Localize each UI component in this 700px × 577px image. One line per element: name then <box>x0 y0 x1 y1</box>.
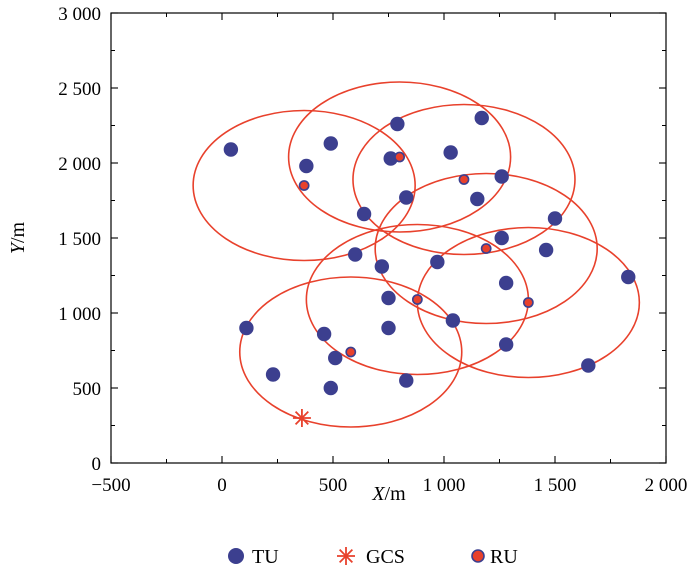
tu-point <box>356 206 372 222</box>
gcs-stroke <box>294 410 309 426</box>
coverage-circle <box>287 81 512 233</box>
tu-point <box>299 158 314 174</box>
tu-point <box>381 320 396 336</box>
tu-point <box>323 136 338 151</box>
tu-point <box>374 259 390 274</box>
coverage-circle <box>374 172 598 325</box>
legend-label-ru: RU <box>490 546 518 568</box>
legend-marker-tu <box>228 548 244 564</box>
ru-point <box>345 346 357 358</box>
tu-point <box>547 211 563 226</box>
tu-point <box>498 275 514 291</box>
tu-point <box>621 269 636 285</box>
plot-content <box>192 81 641 428</box>
y-tick-label: 1 000 <box>58 304 101 325</box>
legend-marker-ru <box>471 549 485 563</box>
y-axis-label-var: Y <box>7 241 29 254</box>
ru-point <box>480 243 492 254</box>
legend-marker-gcs <box>337 547 355 565</box>
tu-point <box>223 142 239 157</box>
tu-point <box>239 320 254 336</box>
tu-point <box>328 350 343 366</box>
ru-point <box>458 174 470 185</box>
ru-point <box>298 180 310 191</box>
y-tick-label: 2 500 <box>58 79 101 100</box>
tu-point <box>430 254 445 270</box>
x-axis-label-unit: /m <box>385 483 407 505</box>
y-tick-label: 500 <box>73 379 102 400</box>
x-tick-label: 0 <box>217 475 227 496</box>
plot-frame <box>110 12 667 464</box>
ru-point <box>394 151 405 163</box>
tu-point <box>323 380 338 396</box>
y-tick-label: 2 000 <box>58 154 101 175</box>
tu-point <box>381 290 396 306</box>
tu-point <box>474 110 489 126</box>
x-axis-label-var: X <box>371 483 385 505</box>
coverage-circle <box>352 103 576 256</box>
coverage-circle <box>192 109 416 262</box>
x-tick-label: 1 500 <box>534 475 577 496</box>
tu-point <box>494 169 509 184</box>
y-axis-label: Y/m <box>7 221 29 254</box>
tu-point <box>538 242 554 258</box>
coverage-circle <box>238 276 463 428</box>
x-tick-label: −500 <box>91 475 130 496</box>
tu-point <box>265 367 281 382</box>
gcs-point <box>292 409 311 427</box>
x-tick-label: 2 000 <box>645 475 688 496</box>
ru-point <box>522 297 534 308</box>
plot-area <box>192 81 641 428</box>
x-tick-label: 500 <box>319 475 348 496</box>
svg-text:Y/m: Y/m <box>7 221 29 254</box>
y-tick-label: 0 <box>92 454 102 475</box>
ru-point <box>411 294 423 305</box>
x-tick-label: 1 000 <box>423 475 466 496</box>
tu-point <box>383 151 398 166</box>
svg-text:X/m: X/m <box>371 483 406 505</box>
y-tick-label: 1 500 <box>58 229 101 250</box>
tu-point <box>316 326 332 342</box>
axes-frame <box>110 12 667 464</box>
tu-point <box>498 337 514 352</box>
legend: TU GCS RU <box>228 546 518 568</box>
tu-point <box>494 230 509 246</box>
tu-point <box>445 313 461 328</box>
tu-point <box>399 190 414 205</box>
x-axis-label: X/m <box>371 483 406 505</box>
y-tick-label: 3 000 <box>58 4 101 25</box>
tu-point <box>390 116 405 132</box>
tu-point <box>581 358 596 373</box>
tu-point <box>443 145 458 160</box>
legend-label-gcs: GCS <box>366 546 405 568</box>
legend-label-tu: TU <box>252 546 279 568</box>
tu-point <box>470 191 485 207</box>
y-axis-label-unit: /m <box>7 221 29 243</box>
tu-point <box>399 373 414 388</box>
legend-gcs-stroke <box>338 548 354 564</box>
tu-point <box>348 247 363 262</box>
